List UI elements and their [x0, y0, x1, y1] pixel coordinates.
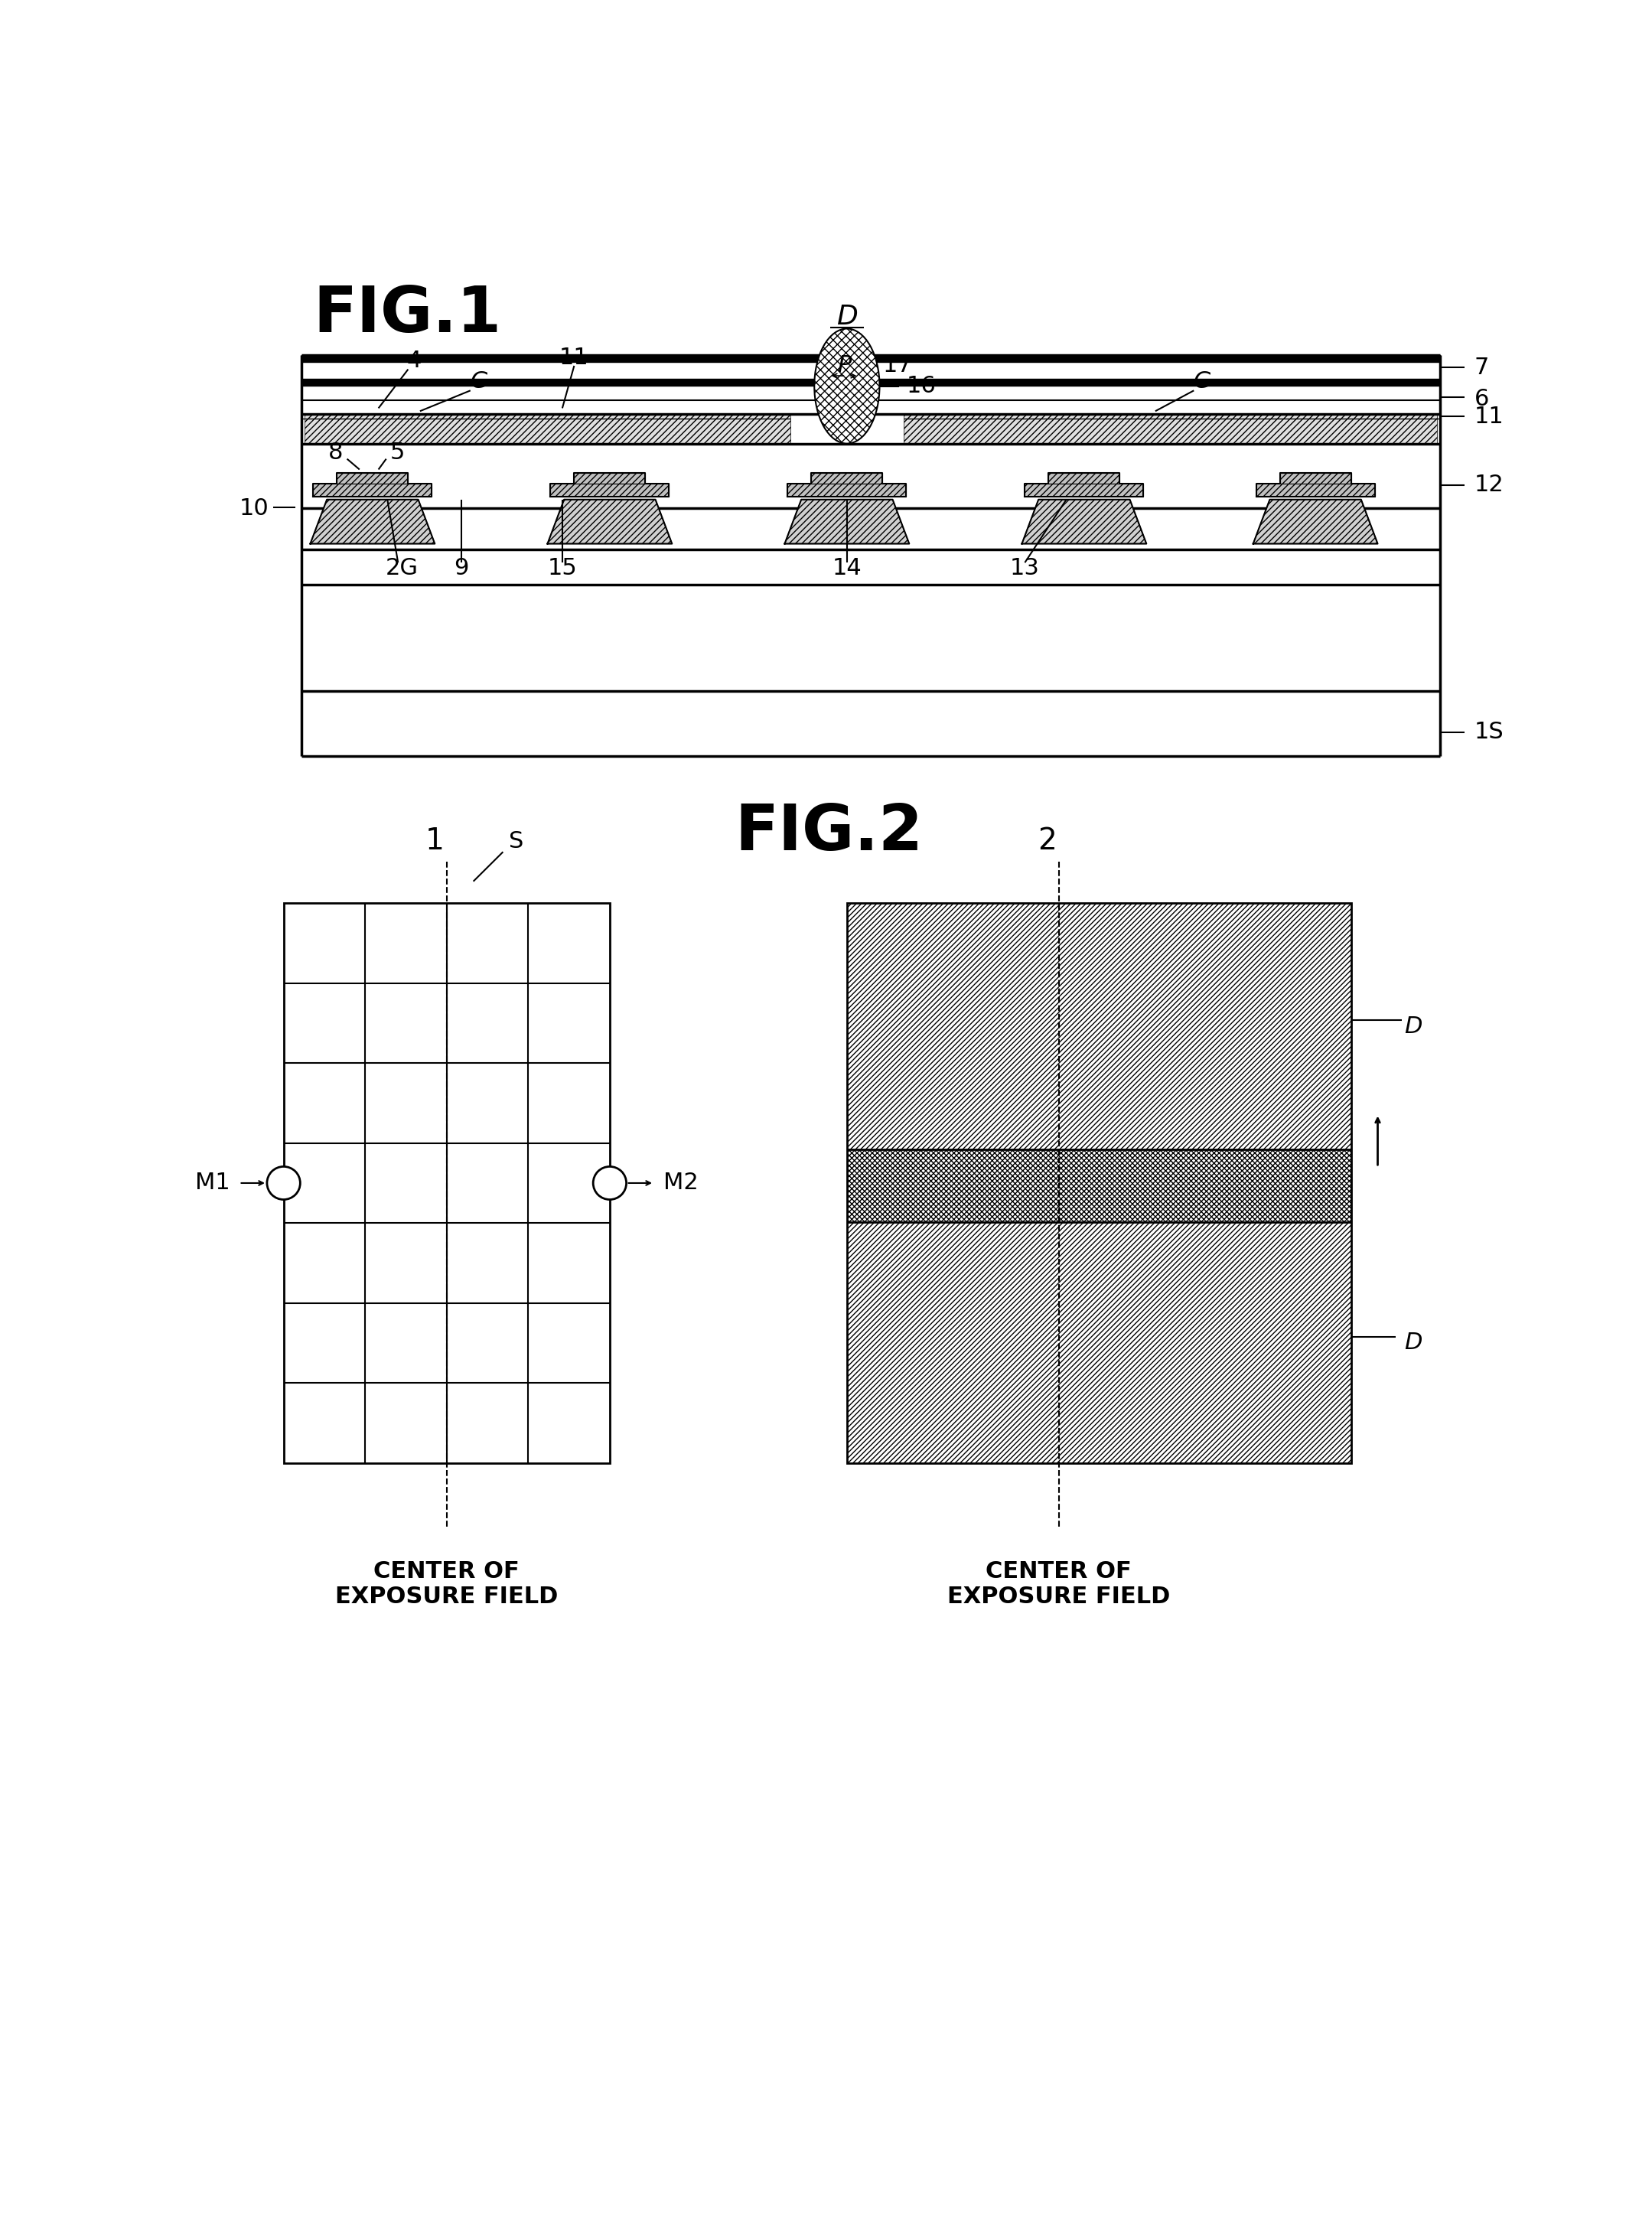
Text: M1: M1	[195, 1172, 230, 1195]
Polygon shape	[785, 500, 909, 543]
Bar	[337, 473, 408, 485]
Text: 9: 9	[454, 558, 469, 581]
Polygon shape	[1023, 500, 1146, 543]
Bar	[904, 413, 1437, 444]
Bar	[847, 902, 1351, 1463]
Text: 2G: 2G	[385, 558, 418, 581]
Text: M2: M2	[662, 1172, 699, 1195]
Bar	[314, 485, 431, 496]
Text: 8: 8	[329, 442, 344, 464]
Bar	[847, 902, 1351, 1150]
Bar	[301, 355, 1441, 362]
Text: 4: 4	[406, 351, 421, 373]
Circle shape	[593, 1166, 626, 1199]
Text: FIG.1: FIG.1	[314, 284, 502, 344]
Text: 1S: 1S	[1474, 721, 1503, 744]
Text: 13: 13	[1009, 558, 1039, 581]
Bar	[788, 485, 907, 496]
Text: 10: 10	[240, 498, 269, 520]
Bar	[1049, 473, 1120, 485]
Text: D: D	[836, 304, 857, 330]
Text: 16: 16	[907, 375, 937, 397]
Polygon shape	[1254, 500, 1378, 543]
Bar	[1256, 485, 1374, 496]
Text: 5: 5	[390, 442, 405, 464]
Text: 2: 2	[1037, 826, 1056, 855]
Bar	[1280, 473, 1351, 485]
Text: P: P	[838, 355, 851, 377]
Text: 12: 12	[1474, 473, 1503, 496]
Text: 17: 17	[882, 355, 912, 377]
Text: 1: 1	[425, 826, 444, 855]
Text: S: S	[509, 831, 524, 853]
Bar	[1024, 485, 1143, 496]
Text: D: D	[1404, 1016, 1422, 1038]
Bar	[301, 380, 1441, 384]
Bar	[550, 485, 669, 496]
Bar	[575, 473, 646, 485]
Bar	[847, 1150, 1351, 1221]
Bar	[847, 1221, 1351, 1463]
Text: CENTER OF
EXPOSURE FIELD: CENTER OF EXPOSURE FIELD	[335, 1561, 558, 1608]
Text: G: G	[1194, 371, 1213, 393]
Text: G: G	[471, 371, 489, 393]
Bar	[284, 902, 610, 1463]
Circle shape	[268, 1166, 301, 1199]
Text: CENTER OF
EXPOSURE FIELD: CENTER OF EXPOSURE FIELD	[947, 1561, 1170, 1608]
Text: 6: 6	[1474, 389, 1488, 411]
Bar	[304, 413, 791, 444]
Text: 7: 7	[1474, 357, 1488, 380]
Text: 14: 14	[833, 558, 862, 581]
Text: FIG.2: FIG.2	[735, 802, 923, 864]
Text: 15: 15	[547, 558, 577, 581]
Text: 11: 11	[1474, 406, 1503, 427]
Ellipse shape	[814, 328, 879, 444]
Text: 11: 11	[560, 346, 590, 368]
Polygon shape	[547, 500, 672, 543]
Text: D: D	[1404, 1331, 1422, 1353]
Bar	[811, 473, 882, 485]
Polygon shape	[311, 500, 434, 543]
